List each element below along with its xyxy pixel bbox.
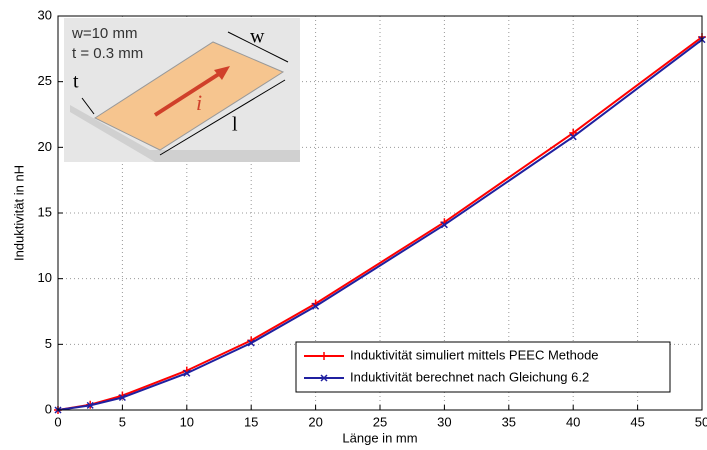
- inset-label: t: [73, 71, 79, 93]
- y-tick-label: 10: [38, 270, 52, 285]
- legend: Induktivität simuliert mittels PEEC Meth…: [295, 341, 671, 393]
- data-point: [183, 369, 191, 377]
- x-axis-label: Länge in mm: [342, 430, 417, 445]
- y-tick-label: 30: [38, 7, 52, 22]
- inset: w=10 mm t = 0.3 mm t w l i: [64, 18, 300, 162]
- x-tick-label: 45: [630, 414, 644, 429]
- x-tick-label: 0: [54, 414, 61, 429]
- x-tick-label: 50: [695, 414, 707, 429]
- data-point: [569, 133, 577, 141]
- inset-label: w: [250, 26, 265, 48]
- legend-marker: [320, 374, 328, 382]
- data-point: [569, 128, 578, 137]
- x-tick-label: 40: [566, 414, 580, 429]
- inset-strip: [93, 41, 285, 151]
- y-tick-label: 25: [38, 73, 52, 88]
- inset-arrow: [153, 70, 224, 117]
- inset-w-dim: [227, 31, 289, 63]
- legend-box: [295, 341, 671, 393]
- inset-substrate: [70, 105, 300, 162]
- legend-label: Induktivität berechnet nach Gleichung 6.…: [350, 369, 589, 384]
- x-tick-label: 30: [437, 414, 451, 429]
- inset-t-pointer: [81, 97, 95, 115]
- x-tick-label: 15: [244, 414, 258, 429]
- x-tick-label: 35: [502, 414, 516, 429]
- x-tick-label: 10: [180, 414, 194, 429]
- x-tick-label: 20: [308, 414, 322, 429]
- inset-label: i: [196, 90, 202, 115]
- y-tick-label: 15: [38, 204, 52, 219]
- y-tick-label: 0: [45, 401, 52, 416]
- inset-label: t = 0.3 mm: [72, 45, 143, 62]
- data-point: [247, 339, 255, 347]
- inset-arrowhead: [214, 66, 230, 80]
- x-tick-label: 5: [119, 414, 126, 429]
- y-tick-label: 5: [45, 336, 52, 351]
- data-point: [440, 221, 448, 229]
- data-point: [118, 393, 126, 402]
- legend-label: Induktivität simuliert mittels PEEC Meth…: [350, 347, 599, 362]
- y-axis-label: Induktivität in nH: [11, 165, 26, 261]
- data-point: [312, 302, 320, 310]
- x-tick-label: 25: [373, 414, 387, 429]
- inset-label: l: [232, 114, 238, 136]
- legend-marker: [320, 352, 328, 360]
- inset-l-dim: [159, 79, 286, 156]
- inset-label: w=10 mm: [71, 25, 137, 42]
- data-point: [86, 401, 94, 409]
- y-tick-label: 20: [38, 139, 52, 154]
